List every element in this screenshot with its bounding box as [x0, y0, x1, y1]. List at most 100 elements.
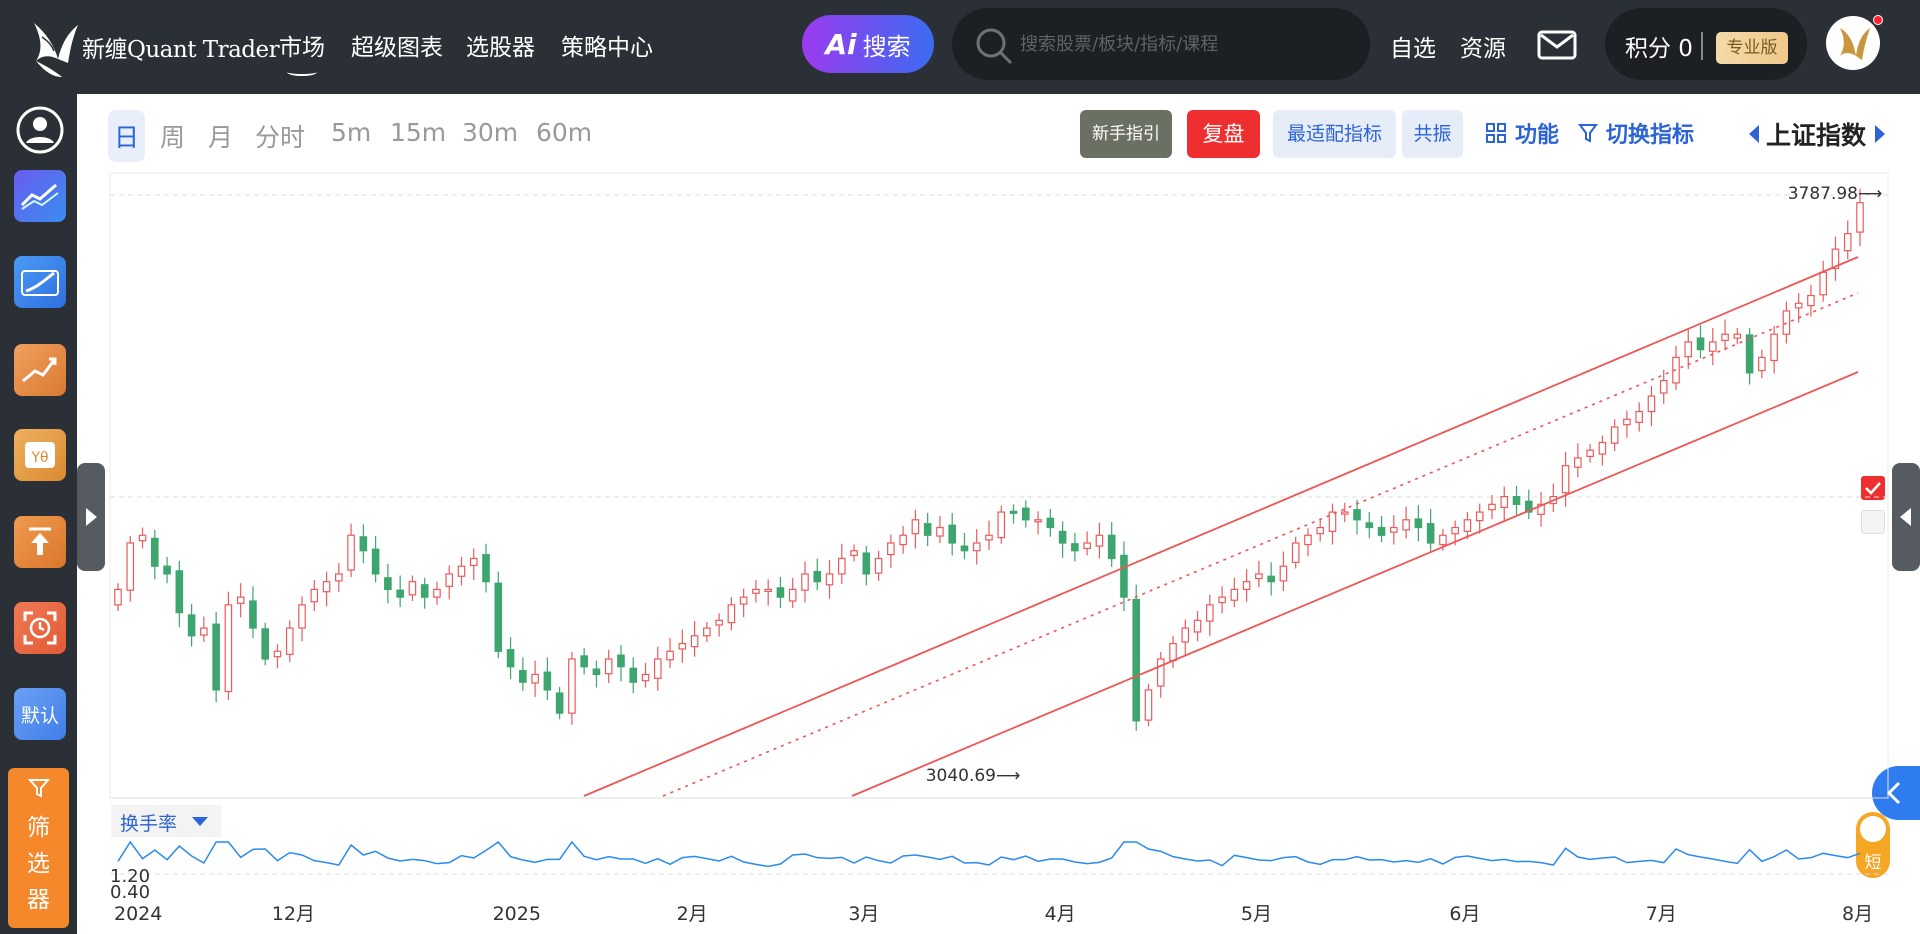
- candle-body: [482, 553, 490, 583]
- candle-body: [322, 581, 331, 593]
- candle-body: [1512, 496, 1521, 505]
- x-tick-label: 3月: [848, 903, 879, 925]
- candle-body: [1120, 554, 1128, 598]
- formula-icon[interactable]: Yθ: [14, 429, 66, 481]
- funnel-icon: [27, 779, 50, 798]
- search-input[interactable]: [1020, 28, 1350, 60]
- candle-body: [887, 542, 895, 556]
- line-chart-icon[interactable]: [14, 170, 66, 222]
- funnel-filter-icon[interactable]: [1578, 122, 1598, 144]
- candle-body: [813, 571, 822, 583]
- logo-text: 新缠Quant Trader: [82, 37, 280, 63]
- toggle-knob: [1860, 816, 1886, 842]
- best-indicator-button[interactable]: 最适配指标: [1273, 110, 1396, 158]
- candle-body: [1721, 333, 1729, 341]
- candle-body: [923, 523, 932, 536]
- checkbox-unchecked[interactable]: [1861, 510, 1885, 534]
- candle-body: [678, 642, 687, 650]
- function-button[interactable]: 功能: [1515, 123, 1560, 148]
- pro-badge[interactable]: 专业版: [1716, 32, 1788, 64]
- nav-market[interactable]: 市场: [279, 28, 325, 76]
- period-5m[interactable]: 5m: [331, 118, 372, 147]
- candle-body: [175, 570, 184, 614]
- period-day[interactable]: 日: [108, 110, 146, 162]
- candle-body: [1279, 565, 1288, 582]
- nav-stock-picker[interactable]: 选股器: [466, 35, 535, 61]
- x-tick-label: 8月: [1842, 903, 1873, 925]
- candle-body: [1132, 598, 1141, 722]
- period-30m[interactable]: 30m: [462, 118, 519, 147]
- candle-body: [899, 534, 907, 546]
- candle-body: [1451, 526, 1459, 535]
- candle-body: [1390, 526, 1398, 533]
- candle-body: [1586, 449, 1594, 457]
- avatar[interactable]: [1826, 16, 1880, 70]
- points-panel[interactable]: 积分 0 专业版: [1605, 8, 1807, 80]
- short-label: 短: [1864, 853, 1882, 873]
- expand-panel-button[interactable]: [1872, 766, 1920, 820]
- clock-frame-icon[interactable]: [14, 602, 66, 654]
- upload-icon[interactable]: [14, 516, 66, 568]
- trend-up-icon[interactable]: [14, 344, 66, 396]
- candle-body: [1635, 410, 1643, 423]
- resources-link[interactable]: 资源: [1460, 36, 1506, 62]
- chart-frame: [109, 172, 1889, 799]
- period-60m[interactable]: 60m: [536, 118, 593, 147]
- candle-body: [396, 589, 404, 598]
- resonance-button[interactable]: 共振: [1402, 110, 1463, 158]
- candle-body: [1156, 658, 1165, 687]
- filter-button[interactable]: 筛 选 器: [8, 768, 69, 928]
- svg-text:Yθ: Yθ: [30, 450, 48, 466]
- candle-body: [1071, 543, 1079, 552]
- candle-body: [1831, 248, 1840, 270]
- candle-body: [420, 584, 429, 598]
- candle-body: [1009, 510, 1018, 514]
- checkbox-checked[interactable]: [1861, 476, 1885, 500]
- candle-body: [1328, 511, 1337, 532]
- left-panel-toggle[interactable]: [77, 463, 105, 571]
- search-bar[interactable]: [952, 8, 1370, 80]
- candle-body: [543, 671, 552, 691]
- sub-indicator-selector[interactable]: 换手率: [111, 805, 221, 837]
- candle-body: [629, 667, 638, 683]
- candle-body: [850, 550, 858, 556]
- prev-index-icon[interactable]: [1748, 124, 1760, 144]
- watchlist-link[interactable]: 自选: [1390, 36, 1436, 62]
- filter-label-3: 器: [27, 887, 50, 913]
- candle-body: [1022, 507, 1030, 521]
- period-15m[interactable]: 15m: [390, 118, 447, 147]
- candle-body: [1610, 426, 1619, 444]
- nav-strategy-center[interactable]: 策略中心: [561, 35, 653, 61]
- candle-body: [739, 596, 748, 605]
- mail-icon[interactable]: [1537, 30, 1577, 60]
- tv-chart-icon[interactable]: [14, 256, 66, 308]
- candle-body: [200, 627, 208, 636]
- candles: [114, 188, 1864, 731]
- review-button[interactable]: 复盘: [1187, 110, 1260, 158]
- user-circle-icon[interactable]: [14, 104, 66, 156]
- short-toggle[interactable]: 短: [1856, 812, 1890, 878]
- channel-mid-line: [662, 292, 1859, 797]
- ai-search-button[interactable]: Ai 搜索: [802, 15, 934, 73]
- candle-body: [236, 596, 245, 604]
- candle-body: [359, 536, 368, 552]
- candle-body: [1463, 519, 1472, 532]
- grid-icon[interactable]: [1486, 123, 1506, 143]
- switch-indicator-button[interactable]: 切换指标: [1606, 123, 1695, 148]
- filter-label-1: 筛: [27, 815, 50, 841]
- nav-super-chart[interactable]: 超级图表: [351, 35, 443, 61]
- period-month[interactable]: 月: [208, 123, 234, 152]
- candle-body: [285, 627, 294, 655]
- period-intraday[interactable]: 分时: [255, 123, 306, 152]
- candle-body: [1083, 542, 1091, 550]
- right-panel-toggle[interactable]: [1892, 463, 1920, 571]
- next-index-icon[interactable]: [1874, 124, 1886, 144]
- candle-body: [911, 519, 920, 535]
- candle-body: [666, 650, 674, 661]
- candle-body: [1524, 500, 1533, 513]
- logo[interactable]: 新缠Quant Trader: [28, 8, 280, 86]
- default-icon[interactable]: 默认: [14, 688, 66, 740]
- candle-body: [972, 542, 981, 552]
- guide-button[interactable]: 新手指引: [1080, 110, 1172, 158]
- period-week[interactable]: 周: [160, 123, 186, 152]
